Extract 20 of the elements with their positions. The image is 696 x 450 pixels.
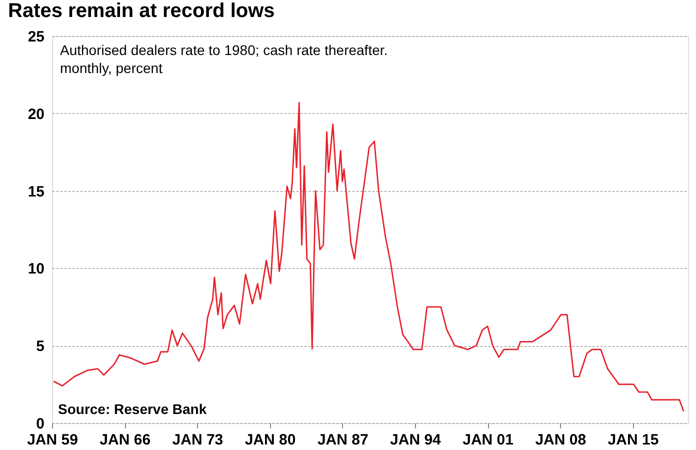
y-tick-label: 20 — [28, 106, 44, 123]
y-tick-label: 10 — [28, 260, 44, 278]
x-tick-label: JAN 87 — [317, 432, 368, 448]
y-tick-label: 0 — [36, 416, 44, 432]
x-tick-label: JAN 94 — [390, 432, 442, 448]
x-tick-label: JAN 66 — [100, 432, 151, 448]
x-tick-label: JAN 01 — [462, 432, 514, 448]
x-tick-label: JAN 73 — [172, 432, 224, 448]
x-tick-label: JAN 15 — [608, 432, 659, 448]
x-tick-label: JAN 59 — [27, 432, 78, 448]
chart-title: Rates remain at record lows — [8, 0, 275, 22]
y-tick-label: 25 — [28, 28, 44, 46]
y-tick-label: 15 — [28, 183, 44, 200]
y-tick-label: 5 — [36, 338, 44, 356]
x-tick-label: JAN 08 — [535, 432, 586, 448]
text: Authorised dealers rate to 1980; cash rate thereafter. — [60, 42, 388, 58]
text: monthly, percent — [60, 60, 162, 76]
x-tick-label: JAN 80 — [244, 432, 296, 448]
annotation: Source: Reserve Bank — [58, 401, 207, 417]
line-series — [52, 102, 684, 412]
